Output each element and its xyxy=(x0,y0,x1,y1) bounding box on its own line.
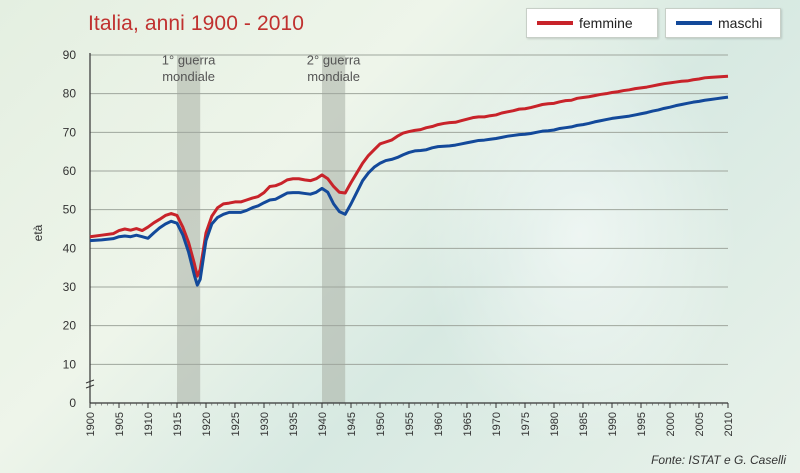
x-tick-label-1915: 1915 xyxy=(172,412,184,436)
x-tick-label-1955: 1955 xyxy=(404,412,416,436)
war-band-2 xyxy=(322,55,346,403)
legend-swatch-femmine xyxy=(537,21,573,25)
chart-title: Italia, anni 1900 - 2010 xyxy=(88,12,305,35)
legend-swatch-maschi xyxy=(676,21,712,25)
y-tick-label-60: 60 xyxy=(63,164,77,178)
y-axis-label: età xyxy=(31,224,45,241)
x-tick-label-1935: 1935 xyxy=(288,412,300,436)
war-label-2-line2: mondiale xyxy=(307,69,360,84)
war-label-1-line1: 1° guerra xyxy=(162,53,216,68)
axis-break-mark-2 xyxy=(85,384,95,389)
series-line-maschi xyxy=(89,95,729,287)
y-tick-label-0: 0 xyxy=(69,396,76,410)
y-tick-label-90: 90 xyxy=(63,48,77,62)
y-tick-label-70: 70 xyxy=(63,125,77,139)
x-tick-label-2000: 2000 xyxy=(665,412,677,436)
y-tick-label-30: 30 xyxy=(63,280,77,294)
x-tick-label-1980: 1980 xyxy=(549,412,561,436)
x-tick-label-2010: 2010 xyxy=(723,412,735,436)
x-tick-label-1950: 1950 xyxy=(375,412,387,436)
x-tick-label-2005: 2005 xyxy=(694,412,706,436)
x-tick-label-1930: 1930 xyxy=(259,412,271,436)
x-tick-label-1925: 1925 xyxy=(230,412,242,436)
x-tick-label-1960: 1960 xyxy=(433,412,445,436)
war-label-2-line1: 2° guerra xyxy=(307,53,361,68)
x-tick-label-1900: 1900 xyxy=(85,412,97,436)
y-tick-label-40: 40 xyxy=(63,241,77,255)
legend-label-femmine: femmine xyxy=(579,15,633,31)
x-tick-label-1905: 1905 xyxy=(114,412,126,436)
legend-item-maschi[interactable]: maschi xyxy=(665,8,781,38)
source-credit: Fonte: ISTAT e G. Caselli xyxy=(651,453,786,467)
x-tick-label-1995: 1995 xyxy=(636,412,648,436)
x-tick-label-1945: 1945 xyxy=(346,412,358,436)
x-tick-label-1910: 1910 xyxy=(143,412,155,436)
y-tick-label-10: 10 xyxy=(63,357,77,371)
x-tick-label-1990: 1990 xyxy=(607,412,619,436)
x-tick-label-1970: 1970 xyxy=(491,412,503,436)
legend-item-femmine[interactable]: femmine xyxy=(526,8,658,38)
war-band-1 xyxy=(177,55,201,403)
x-tick-label-1975: 1975 xyxy=(520,412,532,436)
y-tick-label-50: 50 xyxy=(63,203,77,217)
legend-label-maschi: maschi xyxy=(718,15,763,31)
y-tick-label-80: 80 xyxy=(63,87,77,101)
y-tick-label-20: 20 xyxy=(63,319,77,333)
axis-break-mark-1 xyxy=(85,379,95,384)
x-tick-label-1965: 1965 xyxy=(462,412,474,436)
war-label-1-line2: mondiale xyxy=(162,69,215,84)
x-tick-label-1920: 1920 xyxy=(201,412,213,436)
x-tick-label-1940: 1940 xyxy=(317,412,329,436)
x-tick-label-1985: 1985 xyxy=(578,412,590,436)
